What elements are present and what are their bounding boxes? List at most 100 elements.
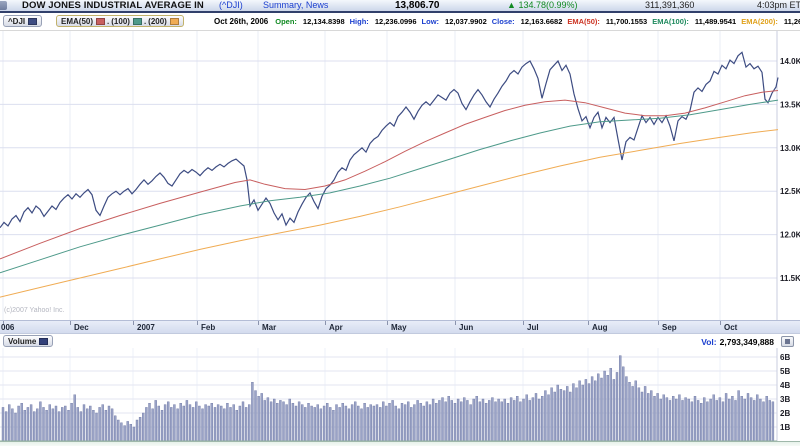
volume-bar xyxy=(89,405,92,441)
volume-bar xyxy=(541,396,544,441)
volume-bar xyxy=(235,410,239,441)
volume-bar xyxy=(394,405,397,441)
volume-bar xyxy=(709,398,712,441)
volume-pill[interactable]: Volume xyxy=(3,335,54,347)
volume-bar xyxy=(191,407,195,441)
volume-bar xyxy=(516,396,519,441)
volume-chart-svg: 6B 5B 4B 3B 2B 1B xyxy=(0,348,790,441)
volume-bar xyxy=(721,401,725,441)
volume-axis-label: 4B xyxy=(780,381,790,390)
dji-legend-chip-icon xyxy=(28,17,38,25)
volume-bar xyxy=(556,384,559,441)
volume-bar xyxy=(29,404,33,441)
volume-bar xyxy=(204,404,207,441)
volume-bar xyxy=(628,382,631,441)
volume-bar xyxy=(76,407,80,441)
last-price: 13,806.70 xyxy=(395,0,440,11)
expand-icon[interactable] xyxy=(781,336,794,347)
volume-axis-label: 1B xyxy=(780,423,790,432)
volume-bar xyxy=(746,393,750,441)
volume-bar xyxy=(731,396,734,441)
volume-bar xyxy=(201,408,204,441)
summary-news-links[interactable]: Summary, News xyxy=(263,0,329,10)
volume-bar xyxy=(678,394,681,441)
y-axis-label: 13.5K xyxy=(780,100,800,109)
volume-bar xyxy=(472,398,475,441)
volume-bar xyxy=(637,387,641,441)
month-tick xyxy=(133,321,134,325)
volume-bar xyxy=(653,396,656,441)
volume-bar xyxy=(95,412,98,441)
volume-bar xyxy=(506,403,510,441)
ema50-line xyxy=(0,90,779,260)
volume-bar xyxy=(419,403,422,441)
volume-bar xyxy=(494,401,497,441)
volume-bar xyxy=(413,404,416,441)
date-label: Oct 26th, 2006 xyxy=(214,17,269,26)
volume-readout: Vol: 2,793,349,888 xyxy=(701,337,774,347)
volume-bar xyxy=(198,405,201,441)
volume-bar xyxy=(703,397,706,441)
volume-bar xyxy=(553,391,556,441)
volume-bar xyxy=(656,393,659,441)
volume-bar xyxy=(48,404,51,441)
month-label: Jun xyxy=(459,323,474,332)
month-tick xyxy=(588,321,589,325)
volume-bar xyxy=(14,412,17,441)
volume-bar xyxy=(544,390,547,441)
volume-bar xyxy=(210,403,214,441)
volume-bar xyxy=(51,408,55,441)
volume-bar xyxy=(322,405,326,441)
volume-bar xyxy=(135,419,139,441)
volume-bar xyxy=(113,415,117,441)
volume-bar xyxy=(260,393,263,441)
volume-bar xyxy=(297,401,301,441)
volume-bar xyxy=(117,419,120,441)
month-tick xyxy=(70,321,71,325)
ema-pill[interactable]: EMA(50) . (100) . (200) xyxy=(56,15,184,27)
volume-bar xyxy=(73,394,76,441)
volume-bar xyxy=(251,382,254,441)
volume-bar xyxy=(681,400,684,441)
ema100-label: (100) xyxy=(111,16,130,26)
volume-bar xyxy=(276,403,279,441)
volume-bar xyxy=(728,398,731,441)
volume-bar xyxy=(166,401,170,441)
volume-bar xyxy=(238,405,242,441)
volume-bar xyxy=(594,380,597,441)
timestamp: 4:03pm ET xyxy=(757,0,800,10)
volume-bar xyxy=(765,396,768,441)
ema100-line xyxy=(0,99,779,274)
volume-bar xyxy=(170,407,173,441)
symbol-link[interactable]: (^DJI) xyxy=(219,0,243,10)
volume-bar xyxy=(559,389,563,441)
volume-bar xyxy=(39,401,42,441)
volume-bar xyxy=(578,380,581,441)
volume-bar xyxy=(622,366,625,441)
volume-bar xyxy=(82,404,86,441)
volume-bar xyxy=(138,416,142,441)
volume-bar xyxy=(17,405,20,441)
volume-bar xyxy=(519,401,522,441)
volume-bar xyxy=(609,368,612,441)
volume-bar xyxy=(104,410,108,441)
volume-bar xyxy=(619,355,622,441)
month-label: Jul xyxy=(527,323,539,332)
up-arrow-icon: ▲ xyxy=(507,0,516,10)
volume-bar xyxy=(341,403,344,441)
volume-axis-label: 5B xyxy=(780,367,790,376)
field-value: 11,489.9541 xyxy=(694,17,737,26)
month-label: Dec xyxy=(74,323,89,332)
volume-bar xyxy=(668,400,672,441)
y-axis-label: 12.5K xyxy=(780,187,800,196)
volume-bar xyxy=(145,407,148,441)
month-tick xyxy=(523,321,524,325)
volume-axis-label: 3B xyxy=(780,395,790,404)
volume-bar xyxy=(294,405,298,441)
volume-bar xyxy=(425,401,429,441)
volume-bar xyxy=(603,370,606,441)
volume-bar xyxy=(375,404,379,441)
volume-bar xyxy=(450,400,453,441)
symbol-pill[interactable]: ^DJI xyxy=(3,15,43,27)
separator-dot: . xyxy=(107,16,110,26)
